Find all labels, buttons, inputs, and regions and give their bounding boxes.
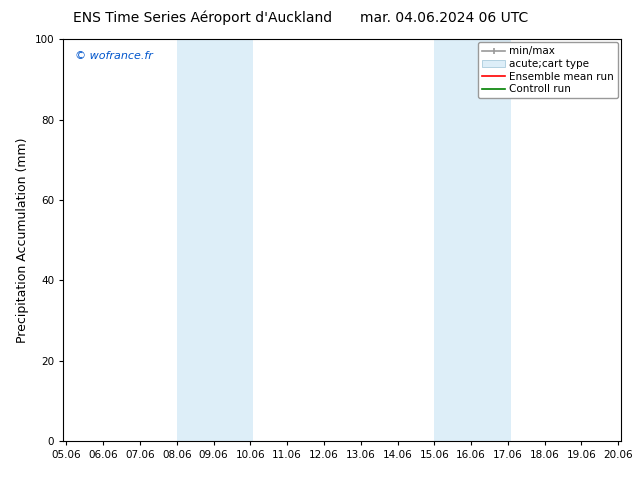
Text: ENS Time Series Aéroport d'Auckland: ENS Time Series Aéroport d'Auckland: [74, 11, 332, 25]
Legend: min/max, acute;cart type, Ensemble mean run, Controll run: min/max, acute;cart type, Ensemble mean …: [478, 42, 618, 98]
Bar: [434, 39, 511, 441]
Y-axis label: Precipitation Accumulation (mm): Precipitation Accumulation (mm): [16, 137, 29, 343]
Text: mar. 04.06.2024 06 UTC: mar. 04.06.2024 06 UTC: [359, 11, 528, 25]
Text: © wofrance.fr: © wofrance.fr: [75, 51, 152, 61]
Bar: [177, 39, 254, 441]
